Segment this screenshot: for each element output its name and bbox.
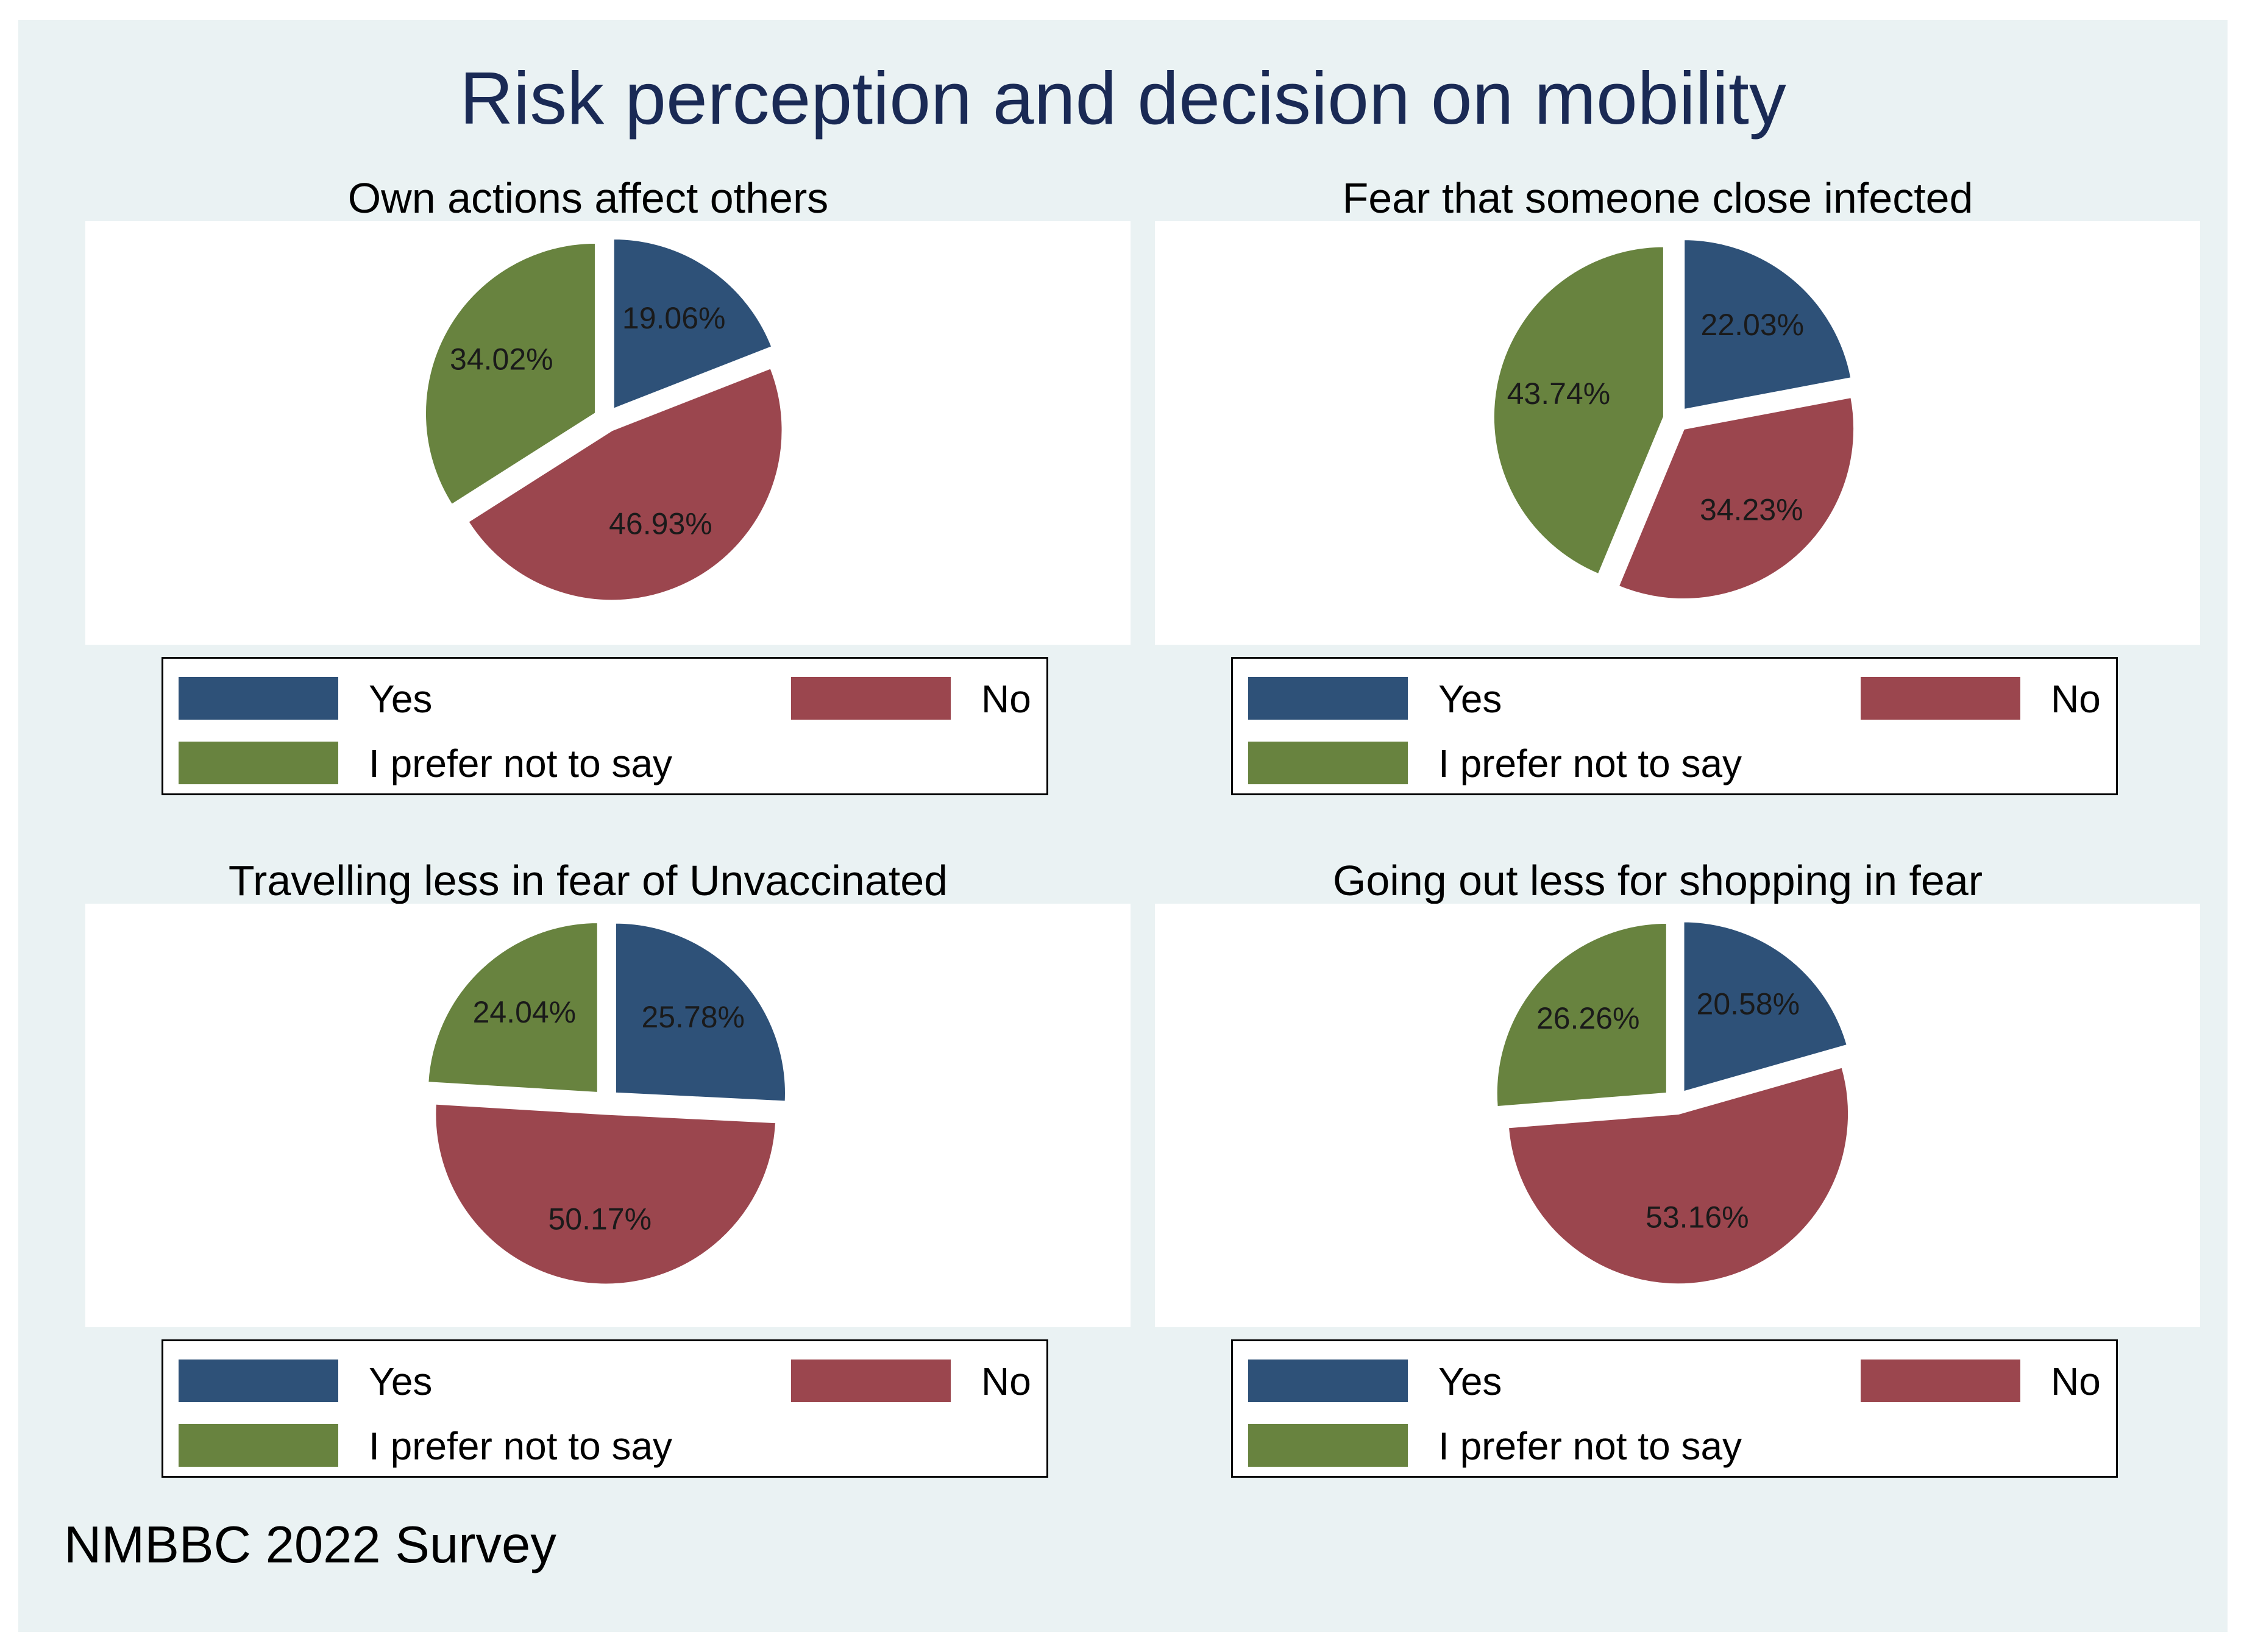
figure-background: Risk perception and decision on mobility… xyxy=(18,20,2228,1632)
legend-label-no: No xyxy=(981,1360,1031,1403)
plot-area: 20.58% 53.16% 26.26% xyxy=(1155,904,2200,1327)
legend-swatch-neutral xyxy=(179,742,338,784)
slice-label: 43.74% xyxy=(1507,377,1611,411)
legend-label-no: No xyxy=(981,677,1031,721)
panel-4: Going out less for shopping in fear 20.5… xyxy=(1127,855,2200,1540)
legend-swatch-no xyxy=(791,677,951,720)
legend: Yes No I prefer not to say xyxy=(1231,657,2118,795)
slice-label: 53.16% xyxy=(1646,1200,1749,1234)
legend-label-no: No xyxy=(2051,1360,2101,1403)
pie-slice-no xyxy=(1617,395,1856,601)
panel-3: Travelling less in fear of Unvaccinated … xyxy=(58,855,1131,1540)
pie-chart: 25.78% 50.17% 24.04% xyxy=(427,921,787,1286)
legend-swatch-no xyxy=(1861,1360,2020,1402)
legend: Yes No I prefer not to say xyxy=(162,1339,1048,1478)
pie-chart: 20.58% 53.16% 26.26% xyxy=(1495,920,1850,1286)
legend-label-neutral: I prefer not to say xyxy=(369,1424,673,1468)
pie-slice-i-prefer-not-to-say xyxy=(1492,245,1665,576)
slice-label: 19.06% xyxy=(622,301,726,335)
legend-swatch-yes xyxy=(179,1360,338,1402)
slice-label: 20.58% xyxy=(1697,987,1800,1021)
panel-2: Fear that someone close infected 22.03% 3… xyxy=(1127,172,2200,858)
pie-slice-i-prefer-not-to-say xyxy=(1495,921,1668,1108)
panel-title: Own actions affect others xyxy=(347,174,829,222)
pie-slice-yes xyxy=(1683,238,1853,411)
pie-slice-no xyxy=(466,366,784,602)
panel-title: Fear that someone close infected xyxy=(1342,174,1973,222)
plot-area: 25.78% 50.17% 24.04% xyxy=(85,904,1131,1327)
legend-swatch-no xyxy=(791,1360,951,1402)
slice-label: 25.78% xyxy=(641,1000,745,1034)
pie-slice-i-prefer-not-to-say xyxy=(427,921,599,1094)
legend-swatch-neutral xyxy=(1248,1424,1408,1467)
slice-label: 26.26% xyxy=(1536,1001,1640,1035)
source-note: NMBBC 2022 Survey xyxy=(64,1516,556,1574)
pie-chart: 19.06% 46.93% 34.02% xyxy=(424,237,784,602)
legend-label-no: No xyxy=(2051,677,2101,721)
legend: Yes No I prefer not to say xyxy=(1231,1339,2118,1478)
panel-title: Travelling less in fear of Unvaccinated xyxy=(228,857,948,904)
slice-label: 34.02% xyxy=(450,342,553,377)
legend-swatch-yes xyxy=(1248,677,1408,720)
plot-area: 22.03% 34.23% 43.74% xyxy=(1155,221,2200,645)
pie-slice-no xyxy=(1507,1066,1850,1286)
pie-chart: 22.03% 34.23% 43.74% xyxy=(1492,238,1856,601)
slice-label: 46.93% xyxy=(609,506,712,541)
legend-label-neutral: I prefer not to say xyxy=(1438,1424,1742,1468)
pie-slice-yes xyxy=(612,237,773,411)
legend-label-yes: Yes xyxy=(369,1360,433,1403)
pie-slice-i-prefer-not-to-say xyxy=(424,241,597,506)
legend-swatch-yes xyxy=(179,677,338,720)
slice-label: 50.17% xyxy=(548,1202,652,1236)
slice-label: 24.04% xyxy=(473,995,577,1029)
legend: Yes No I prefer not to say xyxy=(162,657,1048,795)
main-title: Risk perception and decision on mobility xyxy=(460,57,1786,140)
pie-slice-no xyxy=(434,1102,778,1286)
legend-swatch-neutral xyxy=(179,1424,338,1467)
plot-area: 19.06% 46.93% 34.02% xyxy=(85,221,1131,645)
slice-label: 34.23% xyxy=(1700,493,1803,527)
legend-label-yes: Yes xyxy=(369,677,433,721)
legend-label-neutral: I prefer not to say xyxy=(369,742,673,785)
slice-label: 22.03% xyxy=(1701,308,1805,342)
pie-slice-yes xyxy=(1682,920,1849,1094)
legend-label-yes: Yes xyxy=(1438,1360,1502,1403)
legend-label-yes: Yes xyxy=(1438,677,1502,721)
legend-label-neutral: I prefer not to say xyxy=(1438,742,1742,785)
panel-1: Own actions affect others 19.06% 46.93% 34… xyxy=(58,172,1131,858)
legend-swatch-no xyxy=(1861,677,2020,720)
panel-title: Going out less for shopping in fear xyxy=(1332,857,1983,904)
pie-slice-yes xyxy=(614,921,787,1103)
legend-swatch-yes xyxy=(1248,1360,1408,1402)
legend-swatch-neutral xyxy=(1248,742,1408,784)
